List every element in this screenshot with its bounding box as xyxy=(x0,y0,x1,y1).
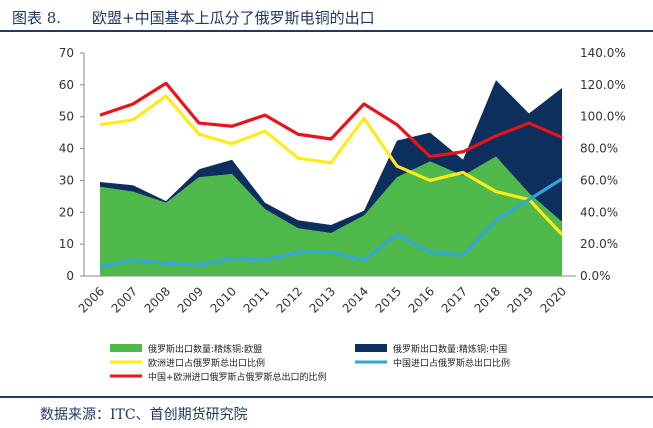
chart-title: 欧盟+中国基本上瓜分了俄罗斯电铜的出口 xyxy=(92,9,375,27)
x-tick-label: 2017 xyxy=(439,284,470,315)
figure-label: 图表 8. xyxy=(12,9,62,27)
title-bar: 图表 8. 欧盟+中国基本上瓜分了俄罗斯电铜的出口 xyxy=(0,0,653,32)
x-tick-label: 2008 xyxy=(142,284,173,315)
left-tick-label: 40 xyxy=(59,142,74,156)
source-bar: 数据来源：ITC、首创期货研究院 xyxy=(0,396,653,428)
left-tick-label: 0 xyxy=(66,269,74,283)
x-tick-label: 2010 xyxy=(208,284,239,315)
left-tick-label: 50 xyxy=(59,110,74,124)
area-series-1 xyxy=(100,80,562,233)
right-tick-label: 0.0% xyxy=(580,269,611,283)
legend-label: 俄罗斯出口数量:精炼铜:中国 xyxy=(393,343,507,355)
legend-label: 欧洲进口占俄罗斯总出口比例 xyxy=(148,357,265,369)
legend-label: 俄罗斯出口数量:精炼铜:欧盟 xyxy=(148,343,262,355)
x-tick-label: 2013 xyxy=(307,284,338,315)
legend-label: 中国进口占俄罗斯总出口比例 xyxy=(393,357,510,369)
left-tick-label: 20 xyxy=(59,205,74,219)
right-tick-label: 120.0% xyxy=(580,78,626,92)
left-tick-label: 30 xyxy=(59,173,74,187)
legend: 俄罗斯出口数量:精炼铜:欧盟 俄罗斯出口数量:精炼铜:中国欧洲进口占俄罗斯总出口比… xyxy=(110,343,510,383)
legend-swatch xyxy=(355,344,387,352)
x-tick-label: 2007 xyxy=(109,284,140,315)
left-tick-label: 70 xyxy=(59,46,74,60)
area-layer xyxy=(100,80,562,276)
right-tick-label: 60.0% xyxy=(580,173,618,187)
legend-swatch xyxy=(110,344,142,352)
x-tick-label: 2019 xyxy=(505,284,536,315)
right-tick-label: 80.0% xyxy=(580,142,618,156)
x-tick-label: 2009 xyxy=(175,284,206,315)
right-tick-label: 40.0% xyxy=(580,205,618,219)
x-tick-label: 2016 xyxy=(406,284,437,315)
area-series-0 xyxy=(100,156,562,276)
line-series-2 xyxy=(99,81,563,159)
x-tick-label: 2020 xyxy=(538,284,569,315)
left-tick-label: 10 xyxy=(59,237,74,251)
line-series-1 xyxy=(99,177,563,269)
legend-label: 中国+欧洲进口俄罗斯占俄罗斯总出口的比例 xyxy=(148,371,327,383)
x-tick-label: 2011 xyxy=(241,284,272,315)
source-note: 数据来源：ITC、首创期货研究院 xyxy=(40,407,248,423)
x-tick-label: 2014 xyxy=(340,284,371,315)
right-tick-label: 20.0% xyxy=(580,237,618,251)
x-tick-label: 2015 xyxy=(373,284,404,315)
line-series-0 xyxy=(99,94,564,236)
line-layer xyxy=(99,81,564,269)
x-tick-label: 2006 xyxy=(76,284,107,315)
chart-canvas: 0 10 20 30 40 50 60 70 0.0% 20.0% 40.0% 60.0% 80.0% 1… xyxy=(59,46,626,383)
x-tick-label: 2012 xyxy=(274,284,305,315)
x-tick-label: 2018 xyxy=(472,284,503,315)
right-tick-label: 140.0% xyxy=(580,46,626,60)
left-tick-label: 60 xyxy=(59,78,74,92)
right-tick-label: 100.0% xyxy=(580,110,626,124)
